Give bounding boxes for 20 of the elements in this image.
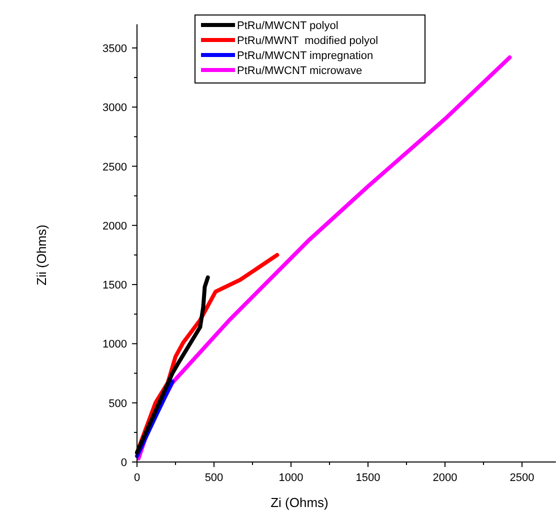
y-tick-label: 0 (120, 457, 127, 469)
x-tick-label: 500 (204, 472, 224, 484)
y-tick-label: 3500 (102, 42, 127, 55)
y-axis-title: Zii (Ohms) (34, 224, 49, 286)
x-tick-label: 1500 (356, 472, 380, 484)
x-tick-label: 0 (134, 472, 140, 484)
y-tick-label: 2000 (102, 220, 127, 232)
x-tick-label: 1000 (278, 472, 304, 484)
legend-label: PtRu/MWCNT polyol (237, 20, 338, 32)
x-tick-label: 2000 (432, 472, 458, 484)
legend-label: PtRu/MWCNT microwave (237, 65, 362, 77)
y-tick-label: 1000 (102, 338, 127, 351)
y-tick-label: 500 (108, 398, 127, 410)
legend-label: PtRu/MWCNT impregnation (237, 50, 374, 62)
x-tick-label: 2500 (510, 472, 534, 484)
y-tick-label: 2500 (102, 161, 127, 174)
legend-label: PtRu/MWNT modified polyol (237, 35, 378, 47)
y-tick-label: 1500 (102, 280, 127, 292)
y-tick-label: 3000 (102, 102, 127, 114)
x-axis-title: Zi (Ohms) (270, 495, 328, 510)
